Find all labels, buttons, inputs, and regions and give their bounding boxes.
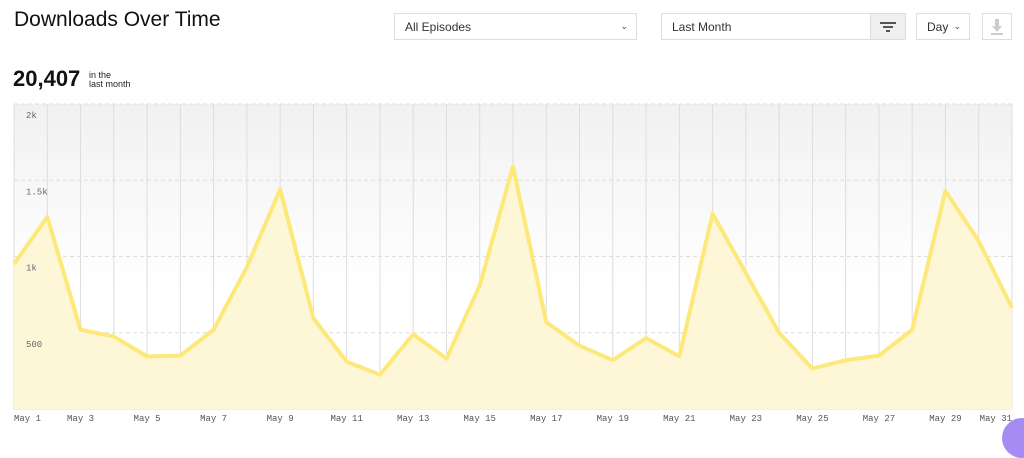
x-tick-label: May 23 bbox=[730, 414, 762, 424]
y-tick-label: 1k bbox=[26, 264, 37, 274]
x-tick-label: May 19 bbox=[597, 414, 629, 424]
y-tick-label: 500 bbox=[26, 340, 42, 350]
y-tick-label: 1.5k bbox=[26, 187, 48, 197]
x-tick-label: May 3 bbox=[67, 414, 94, 424]
x-tick-label: May 31 bbox=[980, 414, 1012, 424]
x-tick-label: May 1 bbox=[14, 414, 41, 424]
x-tick-label: May 13 bbox=[397, 414, 429, 424]
downloads-chart: 500 1k 1.5k 2k May 1 May 3 May 5 May 7 May 9 May … bbox=[0, 0, 1024, 431]
x-tick-label: May 25 bbox=[796, 414, 828, 424]
x-tick-label: May 29 bbox=[929, 414, 961, 424]
y-tick-label: 2k bbox=[26, 111, 37, 121]
x-tick-label: May 7 bbox=[200, 414, 227, 424]
x-tick-label: May 21 bbox=[663, 414, 695, 424]
x-tick-label: May 27 bbox=[863, 414, 895, 424]
x-tick-label: May 17 bbox=[530, 414, 562, 424]
x-tick-label: May 9 bbox=[267, 414, 294, 424]
x-tick-label: May 15 bbox=[464, 414, 496, 424]
x-tick-label: May 11 bbox=[330, 414, 362, 424]
x-tick-label: May 5 bbox=[134, 414, 161, 424]
